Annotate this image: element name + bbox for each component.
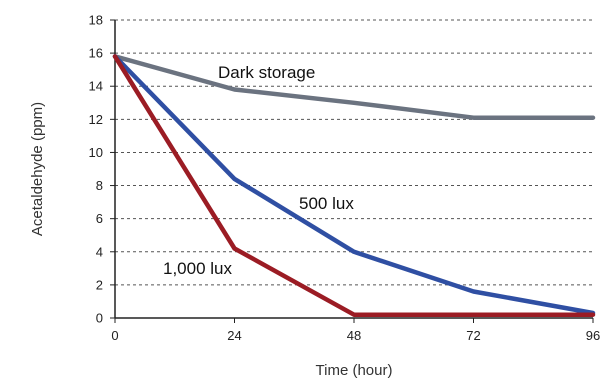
y-tick-label: 0: [96, 311, 103, 326]
series-line-1-000-lux: [112, 54, 596, 317]
y-tick-label: 18: [89, 13, 103, 28]
y-tick-label: 14: [89, 79, 103, 94]
x-axis-title: Time (hour): [316, 362, 393, 379]
y-tick-label: 10: [89, 145, 103, 160]
y-tick-label: 6: [96, 211, 103, 226]
series-label-500-lux: 500 lux: [299, 194, 354, 213]
series-lines: [112, 54, 596, 317]
grid-lines: [115, 19, 593, 286]
y-axis-title: Acetaldehyde (ppm): [29, 102, 46, 236]
series-line-500-lux: [112, 54, 596, 316]
y-tick-label: 2: [96, 277, 103, 292]
y-tick-label: 4: [96, 244, 103, 259]
x-tick-label: 96: [586, 328, 600, 343]
x-tick-label: 48: [347, 328, 361, 343]
y-tick-labels: 0 2 4 6 8 10 12 14 16 18: [89, 13, 115, 326]
x-tick-label: 0: [111, 328, 118, 343]
x-tick-labels: 0 24 48 72 96: [111, 318, 600, 343]
series-label-dark-storage: Dark storage: [218, 63, 315, 82]
series-label-1000-lux: 1,000 lux: [163, 259, 232, 278]
series-labels: Dark storage 500 lux 1,000 lux: [163, 63, 354, 278]
x-tick-label: 24: [227, 328, 241, 343]
x-tick-label: 72: [466, 328, 480, 343]
y-tick-label: 12: [89, 112, 103, 127]
series-line-dark-storage: [112, 54, 596, 120]
y-tick-label: 8: [96, 178, 103, 193]
y-tick-label: 16: [89, 46, 103, 61]
